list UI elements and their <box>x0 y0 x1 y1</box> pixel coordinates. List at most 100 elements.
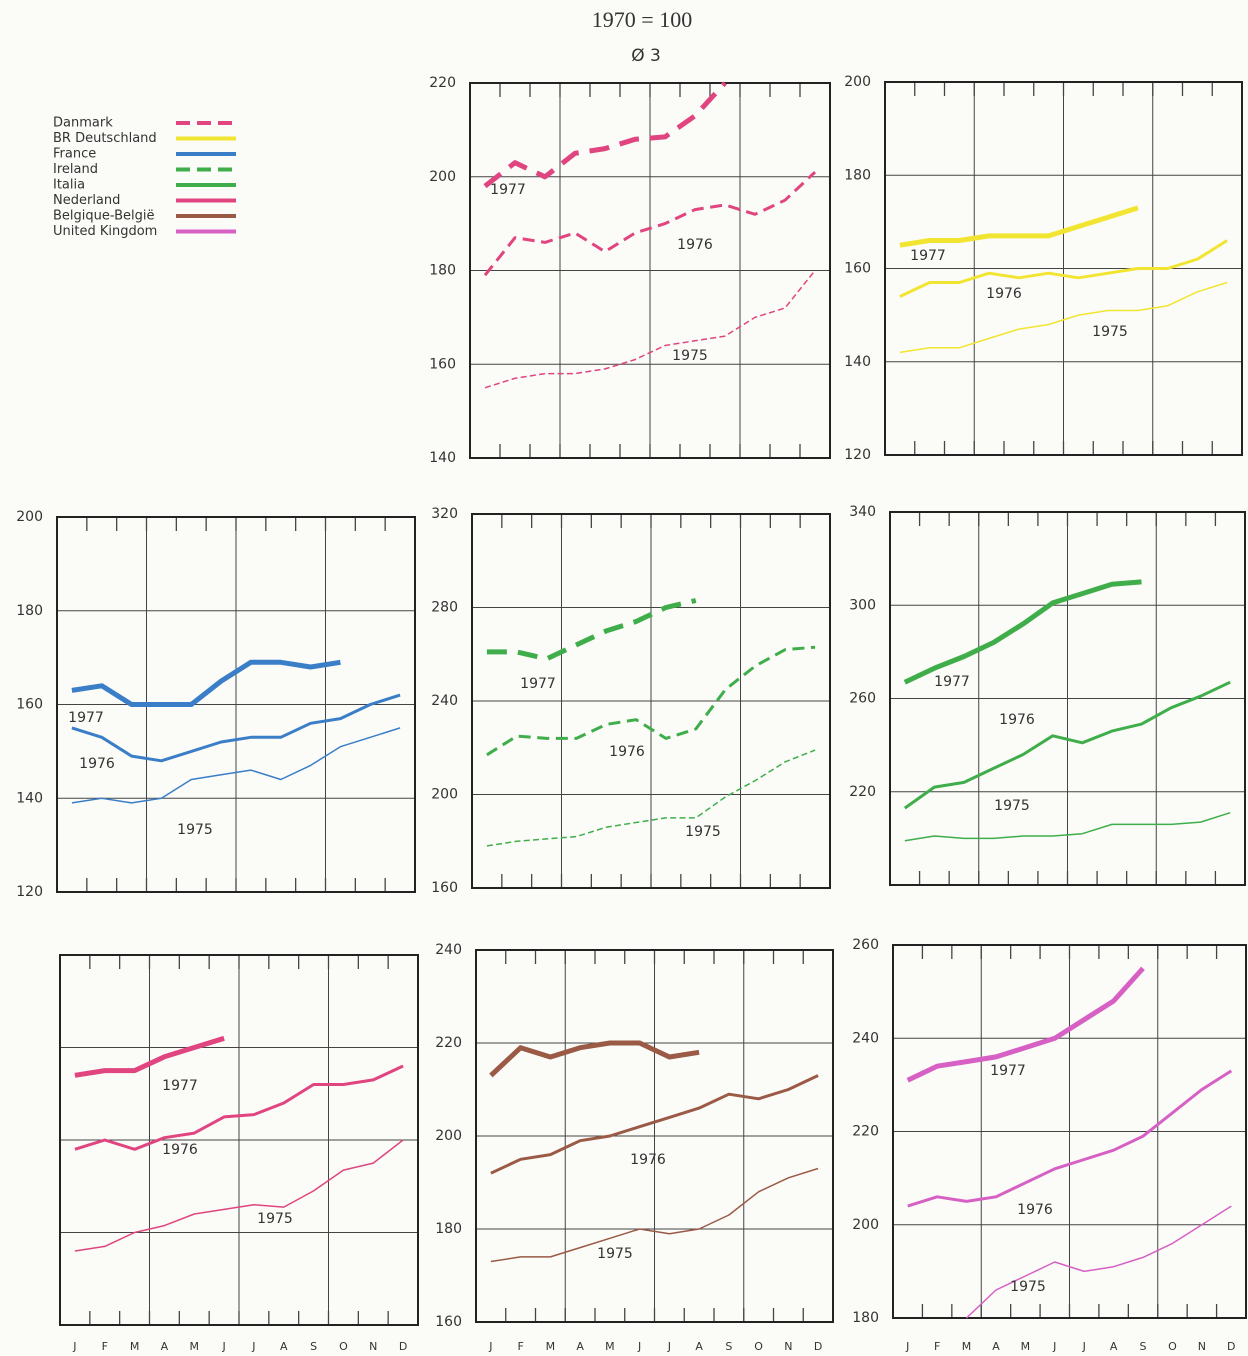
legend-label: Italia <box>53 178 85 193</box>
y-tick-label: 160 <box>431 880 458 896</box>
series-label: 1975 <box>685 824 721 840</box>
y-tick-label: 220 <box>852 1124 879 1140</box>
series-label: 1976 <box>1017 1202 1053 1218</box>
y-tick-label: 220 <box>849 784 876 800</box>
series-line <box>907 1069 1233 1208</box>
y-tick-label: 140 <box>429 450 456 466</box>
x-tick-label: A <box>161 1340 169 1353</box>
series-line <box>71 727 401 804</box>
series-line <box>489 1040 700 1078</box>
series-line <box>483 171 817 277</box>
legend-label: BR Deutschland <box>53 131 157 146</box>
frame <box>471 513 831 889</box>
y-tick-label: 200 <box>852 1217 879 1233</box>
series-label: 1977 <box>490 182 526 198</box>
series-label: 1977 <box>934 674 970 690</box>
series-label: 1977 <box>520 676 556 692</box>
y-tick-label: 340 <box>849 504 876 520</box>
x-tick-label: J <box>72 1340 76 1353</box>
title: 1970 = 100 <box>592 7 692 32</box>
y-tick-label: 180 <box>844 167 871 183</box>
y-tick-label: 180 <box>16 603 43 619</box>
y-tick-label: 160 <box>16 697 43 713</box>
series-label: 1976 <box>630 1152 666 1168</box>
legend-label: United Kingdom <box>53 224 157 239</box>
series-line <box>74 1035 225 1078</box>
y-tick-label: 120 <box>844 447 871 463</box>
series-label: 1975 <box>1010 1279 1046 1295</box>
y-tick-label: 220 <box>429 75 456 91</box>
series-line <box>74 1064 404 1151</box>
frame <box>56 516 416 893</box>
series-label: 1975 <box>257 1211 293 1227</box>
y-tick-label: 120 <box>16 884 43 900</box>
y-tick-label: 180 <box>429 263 456 279</box>
y-tick-label: 300 <box>849 597 876 613</box>
x-tick-label: J <box>221 1340 225 1353</box>
x-tick-label: N <box>784 1340 792 1353</box>
x-tick-label: M <box>1021 1340 1031 1353</box>
series-label: 1977 <box>990 1063 1026 1079</box>
series-line <box>903 579 1142 685</box>
y-tick-label: 320 <box>431 506 458 522</box>
x-tick-label: A <box>576 1340 584 1353</box>
y-tick-label: 200 <box>431 787 458 803</box>
series-line <box>486 598 697 662</box>
series-label: 1976 <box>986 286 1022 302</box>
x-tick-label: M <box>605 1340 615 1353</box>
series-label: 1976 <box>609 744 645 760</box>
x-tick-label: N <box>1198 1340 1206 1353</box>
series-line <box>899 281 1228 354</box>
x-tick-label: J <box>1052 1340 1056 1353</box>
y-tick-label: 280 <box>431 600 458 616</box>
series-line <box>490 1074 819 1175</box>
x-tick-label: D <box>814 1340 822 1353</box>
series-line <box>899 205 1139 248</box>
y-tick-label: 140 <box>16 790 43 806</box>
x-tick-label: D <box>399 1340 407 1353</box>
series-line <box>904 811 1231 842</box>
y-tick-label: 160 <box>429 356 456 372</box>
x-tick-label: S <box>1140 1340 1147 1353</box>
x-tick-label: M <box>962 1340 972 1353</box>
x-tick-label: D <box>1227 1340 1235 1353</box>
x-tick-label: J <box>637 1340 641 1353</box>
series-line <box>74 1139 404 1252</box>
series-line <box>71 693 401 763</box>
x-tick-label: A <box>695 1340 703 1353</box>
series-label: 1975 <box>994 798 1030 814</box>
x-tick-label: F <box>934 1340 940 1353</box>
y-tick-label: 240 <box>431 693 458 709</box>
x-tick-label: M <box>190 1340 200 1353</box>
legend-label: Nederland <box>53 193 120 208</box>
frame <box>475 949 834 1323</box>
series-label: 1976 <box>999 712 1035 728</box>
x-tick-label: F <box>517 1340 523 1353</box>
legend-label: France <box>53 147 96 162</box>
series-line <box>965 1205 1232 1319</box>
series-line <box>906 966 1145 1083</box>
frame <box>59 954 419 1326</box>
frame <box>889 511 1246 886</box>
x-tick-label: M <box>546 1340 556 1353</box>
y-tick-label: 180 <box>435 1221 462 1237</box>
y-tick-label: 200 <box>429 169 456 185</box>
series-label: 1975 <box>1092 324 1128 340</box>
y-tick-label: 200 <box>435 1128 462 1144</box>
series-line <box>490 1167 819 1263</box>
legend-label: Ireland <box>53 162 98 177</box>
y-tick-label: 160 <box>435 1314 462 1330</box>
series-label: 1975 <box>177 822 213 838</box>
x-tick-label: O <box>754 1340 763 1353</box>
x-tick-label: O <box>339 1340 348 1353</box>
x-tick-label: A <box>992 1340 1000 1353</box>
legend-label: Belgique-België <box>53 209 155 224</box>
series-label: 1977 <box>162 1078 198 1094</box>
series-label: 1976 <box>79 756 115 772</box>
x-tick-label: J <box>667 1340 671 1353</box>
frame <box>469 82 831 459</box>
y-tick-label: 240 <box>852 1030 879 1046</box>
x-tick-label: A <box>280 1340 288 1353</box>
x-tick-label: A <box>1110 1340 1118 1353</box>
